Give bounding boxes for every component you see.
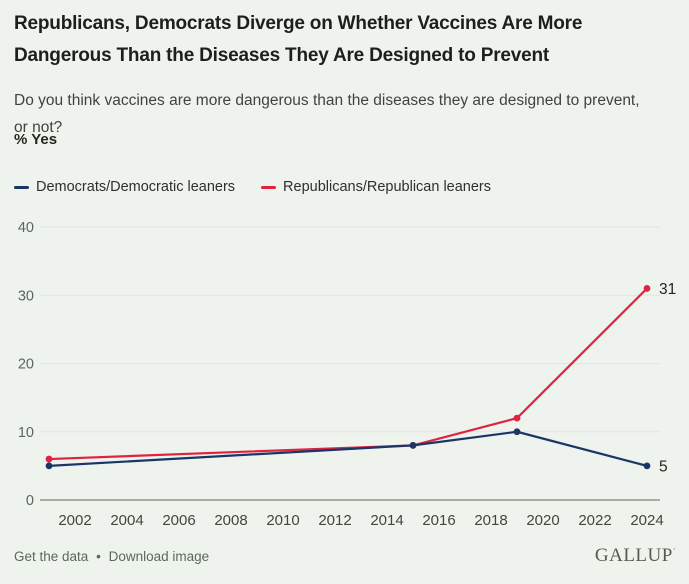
democrats-end-value-label: 5 (659, 458, 668, 475)
survey-question: Do you think vaccines are more dangerous… (14, 87, 678, 141)
x-axis-tick-2020: 2020 (526, 512, 559, 529)
legend-item-democrats[interactable]: Democrats/Democratic leaners (14, 179, 235, 195)
trend-line-chart: 0 10 20 30 40 2002 2004 2006 2008 2010 2012 2014 201… (0, 215, 689, 535)
title-line-2: Dangerous Than the Diseases They Are Des… (14, 45, 550, 66)
x-axis-tick-2010: 2010 (266, 512, 299, 529)
footer-links: Get the data • Download image (14, 549, 209, 564)
y-axis-tick-30: 30 (18, 288, 34, 304)
democrats-line-swatch (14, 185, 29, 189)
x-axis-tick-2012: 2012 (318, 512, 351, 529)
y-axis-tick-10: 10 (18, 425, 34, 441)
page-title: Republicans, Democrats Diverge on Whethe… (14, 8, 674, 72)
democrats-point-2024 (643, 462, 651, 470)
legend-item-republicans[interactable]: Republicans/Republican leaners (261, 179, 491, 195)
subtitle-line-2: or not? (14, 119, 63, 136)
x-axis-tick-2008: 2008 (214, 512, 247, 529)
x-axis-tick-2022: 2022 (578, 512, 611, 529)
get-the-data-link[interactable]: Get the data (14, 549, 89, 564)
trademark-icon: ’ (672, 546, 676, 556)
y-axis-tick-40: 40 (18, 220, 34, 236)
legend-label-republicans: Republicans/Republican leaners (283, 179, 492, 195)
download-image-link[interactable]: Download image (108, 549, 210, 564)
percent-yes-label: % Yes (14, 131, 58, 148)
democrats-point-2019 (513, 428, 521, 436)
legend-label-democrats: Democrats/Democratic leaners (36, 179, 236, 195)
x-axis-tick-2014: 2014 (370, 512, 403, 529)
republicans-point-2019 (513, 414, 521, 422)
x-axis-tick-2002: 2002 (58, 512, 91, 529)
y-axis-tick-20: 20 (18, 357, 34, 373)
chart-canvas: 0 10 20 30 40 2002 2004 2006 2008 2010 2012 2014 201… (18, 220, 676, 529)
republicans-point-2001 (45, 455, 53, 463)
republicans-end-value-label: 31 (659, 281, 676, 298)
x-axis-tick-2016: 2016 (422, 512, 455, 529)
x-axis-tick-2004: 2004 (110, 512, 143, 529)
footer-separator: • (96, 549, 101, 564)
republicans-trend-line (47, 287, 649, 461)
x-axis-tick-2018: 2018 (474, 512, 507, 529)
chart-legend: Democrats/Democratic leaners Republicans… (14, 177, 491, 197)
republicans-line-swatch (261, 185, 277, 189)
democrats-trend-line (47, 430, 649, 467)
x-axis-tick-2006: 2006 (162, 512, 195, 529)
title-line-1: Republicans, Democrats Diverge on Whethe… (14, 13, 583, 34)
gallup-logo: GALLUP’ (595, 545, 676, 567)
gallup-wordmark: GALLUP (594, 545, 673, 566)
y-axis-tick-0: 0 (26, 493, 34, 509)
subtitle-line-1: Do you think vaccines are more dangerous… (14, 92, 640, 109)
republicans-point-2024 (643, 285, 651, 292)
x-axis-tick-2024: 2024 (630, 512, 663, 529)
democrats-point-2001 (45, 462, 53, 470)
democrats-point-2015 (409, 442, 417, 449)
